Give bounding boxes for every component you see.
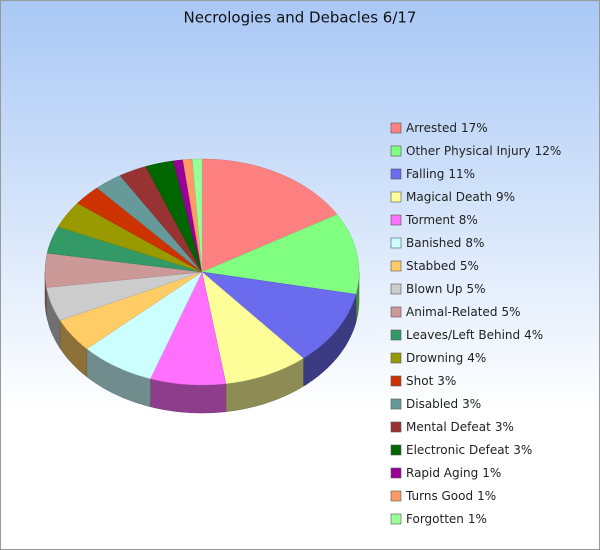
- legend-swatch: [390, 490, 402, 502]
- legend-label: Turns Good: [405, 489, 473, 503]
- legend-label: Animal-Related: [406, 305, 497, 319]
- legend-value: 3%: [437, 374, 456, 388]
- legend-entry: Banished 8%: [406, 236, 484, 250]
- legend-entry: Arrested 17%: [406, 121, 488, 135]
- legend-swatch: [390, 352, 402, 364]
- legend-swatch: [390, 260, 402, 272]
- legend-value: 3%: [495, 420, 514, 434]
- legend-swatch: [390, 375, 402, 387]
- legend-label: Disabled: [406, 397, 458, 411]
- legend-value: 3%: [462, 397, 481, 411]
- legend-swatch: [390, 214, 402, 226]
- legend-label: Rapid Aging: [406, 466, 478, 480]
- slice: [59, 271, 203, 350]
- slice: [96, 175, 203, 273]
- legend-label: Falling: [406, 167, 444, 181]
- legend-value: 1%: [468, 512, 487, 526]
- legend-swatch: [390, 444, 402, 456]
- legend-entry: Falling 11%: [406, 167, 475, 181]
- slice: [77, 187, 203, 273]
- legend-label: Arrested: [406, 121, 457, 135]
- legend-label: Magical Death: [406, 190, 492, 204]
- slice: [145, 160, 203, 273]
- legend-entry: Other Physical Injury 12%: [406, 144, 561, 158]
- legend-value: 8%: [465, 236, 484, 250]
- legend-swatch: [390, 329, 402, 341]
- legend-label: Leaves/Left Behind: [406, 328, 520, 342]
- legend-value: 11%: [448, 167, 475, 181]
- legend-value: 8%: [459, 213, 478, 227]
- legend-swatch: [390, 168, 402, 180]
- legend-label: Forgotten: [406, 512, 464, 526]
- slice: [201, 158, 338, 273]
- legend-label: Banished: [406, 236, 461, 250]
- legend-entry: Torment 8%: [405, 213, 478, 227]
- legend-swatch: [390, 421, 402, 433]
- legend-entry: Stabbed 5%: [406, 259, 479, 273]
- slice: [201, 271, 304, 384]
- slice: [192, 158, 203, 273]
- legend-label: Blown Up: [406, 282, 463, 296]
- slice: [149, 271, 227, 386]
- legend-entry: Disabled 3%: [406, 397, 481, 411]
- legend-value: 12%: [535, 144, 562, 158]
- chart-title: Necrologies and Debacles 6/17: [184, 9, 417, 27]
- legend-value: 4%: [524, 328, 543, 342]
- legend-value: 1%: [482, 466, 501, 480]
- legend-label: Electronic Defeat: [406, 443, 510, 457]
- legend-entry: Magical Death 9%: [406, 190, 515, 204]
- slice: [46, 226, 203, 273]
- legend-value: 5%: [467, 282, 486, 296]
- legend-value: 9%: [496, 190, 515, 204]
- legend-swatch: [390, 398, 402, 410]
- legend-entry: Leaves/Left Behind 4%: [406, 328, 543, 342]
- legend-entry: Animal-Related 5%: [406, 305, 520, 319]
- legend-swatch: [390, 306, 402, 318]
- legend-swatch: [390, 145, 402, 157]
- legend-value: 1%: [477, 489, 496, 503]
- legend-label: Drowning: [406, 351, 463, 365]
- legend-value: 3%: [513, 443, 532, 457]
- slice: [119, 166, 203, 273]
- legend-entry: Rapid Aging 1%: [406, 466, 501, 480]
- legend-entry: Forgotten 1%: [406, 512, 487, 526]
- legend-entry: Drowning 4%: [406, 351, 486, 365]
- legend-label: Stabbed: [406, 259, 456, 273]
- legend-entry: Mental Defeat 3%: [406, 420, 514, 434]
- legend-value: 17%: [461, 121, 488, 135]
- legend-value: 4%: [467, 351, 486, 365]
- legend-swatch: [390, 283, 402, 295]
- legend-label: Torment: [405, 213, 455, 227]
- slice: [201, 214, 360, 295]
- legend-entry: Electronic Defeat 3%: [406, 443, 532, 457]
- legend-label: Shot: [406, 374, 434, 388]
- legend-swatch: [390, 513, 402, 525]
- legend-swatch: [390, 191, 402, 203]
- legend-swatch: [390, 237, 402, 249]
- slice: [201, 271, 357, 359]
- legend-entry: Turns Good 1%: [405, 489, 496, 503]
- legend-label: Other Physical Injury: [406, 144, 531, 158]
- legend-swatch: [390, 122, 402, 134]
- legend-value: 5%: [460, 259, 479, 273]
- legend-label: Mental Defeat: [406, 420, 491, 434]
- slice: [86, 271, 203, 379]
- slice: [46, 271, 203, 321]
- legend-entry: Shot 3%: [406, 374, 456, 388]
- slice: [57, 202, 203, 273]
- legend-swatch: [390, 467, 402, 479]
- legend-entry: Blown Up 5%: [406, 282, 486, 296]
- legend-value: 5%: [501, 305, 520, 319]
- slice: [44, 252, 203, 288]
